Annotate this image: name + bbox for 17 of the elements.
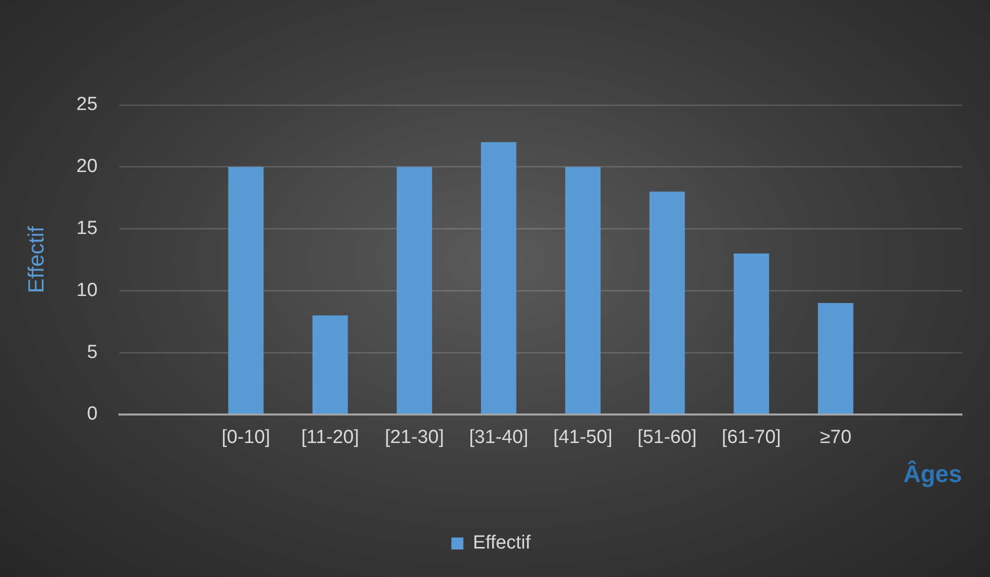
- x-tick-label: [51-60]: [638, 427, 697, 448]
- x-tick-label: ≥70: [820, 427, 852, 448]
- y-axis-title: Effectif: [23, 225, 48, 294]
- y-tick-label: 0: [86, 404, 98, 425]
- x-tick-label: [21-30]: [384, 427, 444, 448]
- x-tick-label: [61-70]: [722, 427, 781, 448]
- y-tick-label: 10: [76, 280, 98, 301]
- x-tick-label: [11-20]: [301, 427, 360, 448]
- x-axis-title: Âges: [903, 460, 962, 488]
- y-tick-label: 15: [76, 218, 98, 239]
- x-tick-label: [41-50]: [553, 427, 612, 448]
- y-tick-label: 5: [86, 342, 98, 363]
- y-tick-label: 20: [76, 156, 98, 178]
- y-tick-label: 25: [76, 94, 98, 116]
- legend-label: Effectif: [472, 532, 532, 554]
- x-tick-label: [31-40]: [469, 427, 528, 448]
- x-tick-label: [0-10]: [222, 427, 270, 448]
